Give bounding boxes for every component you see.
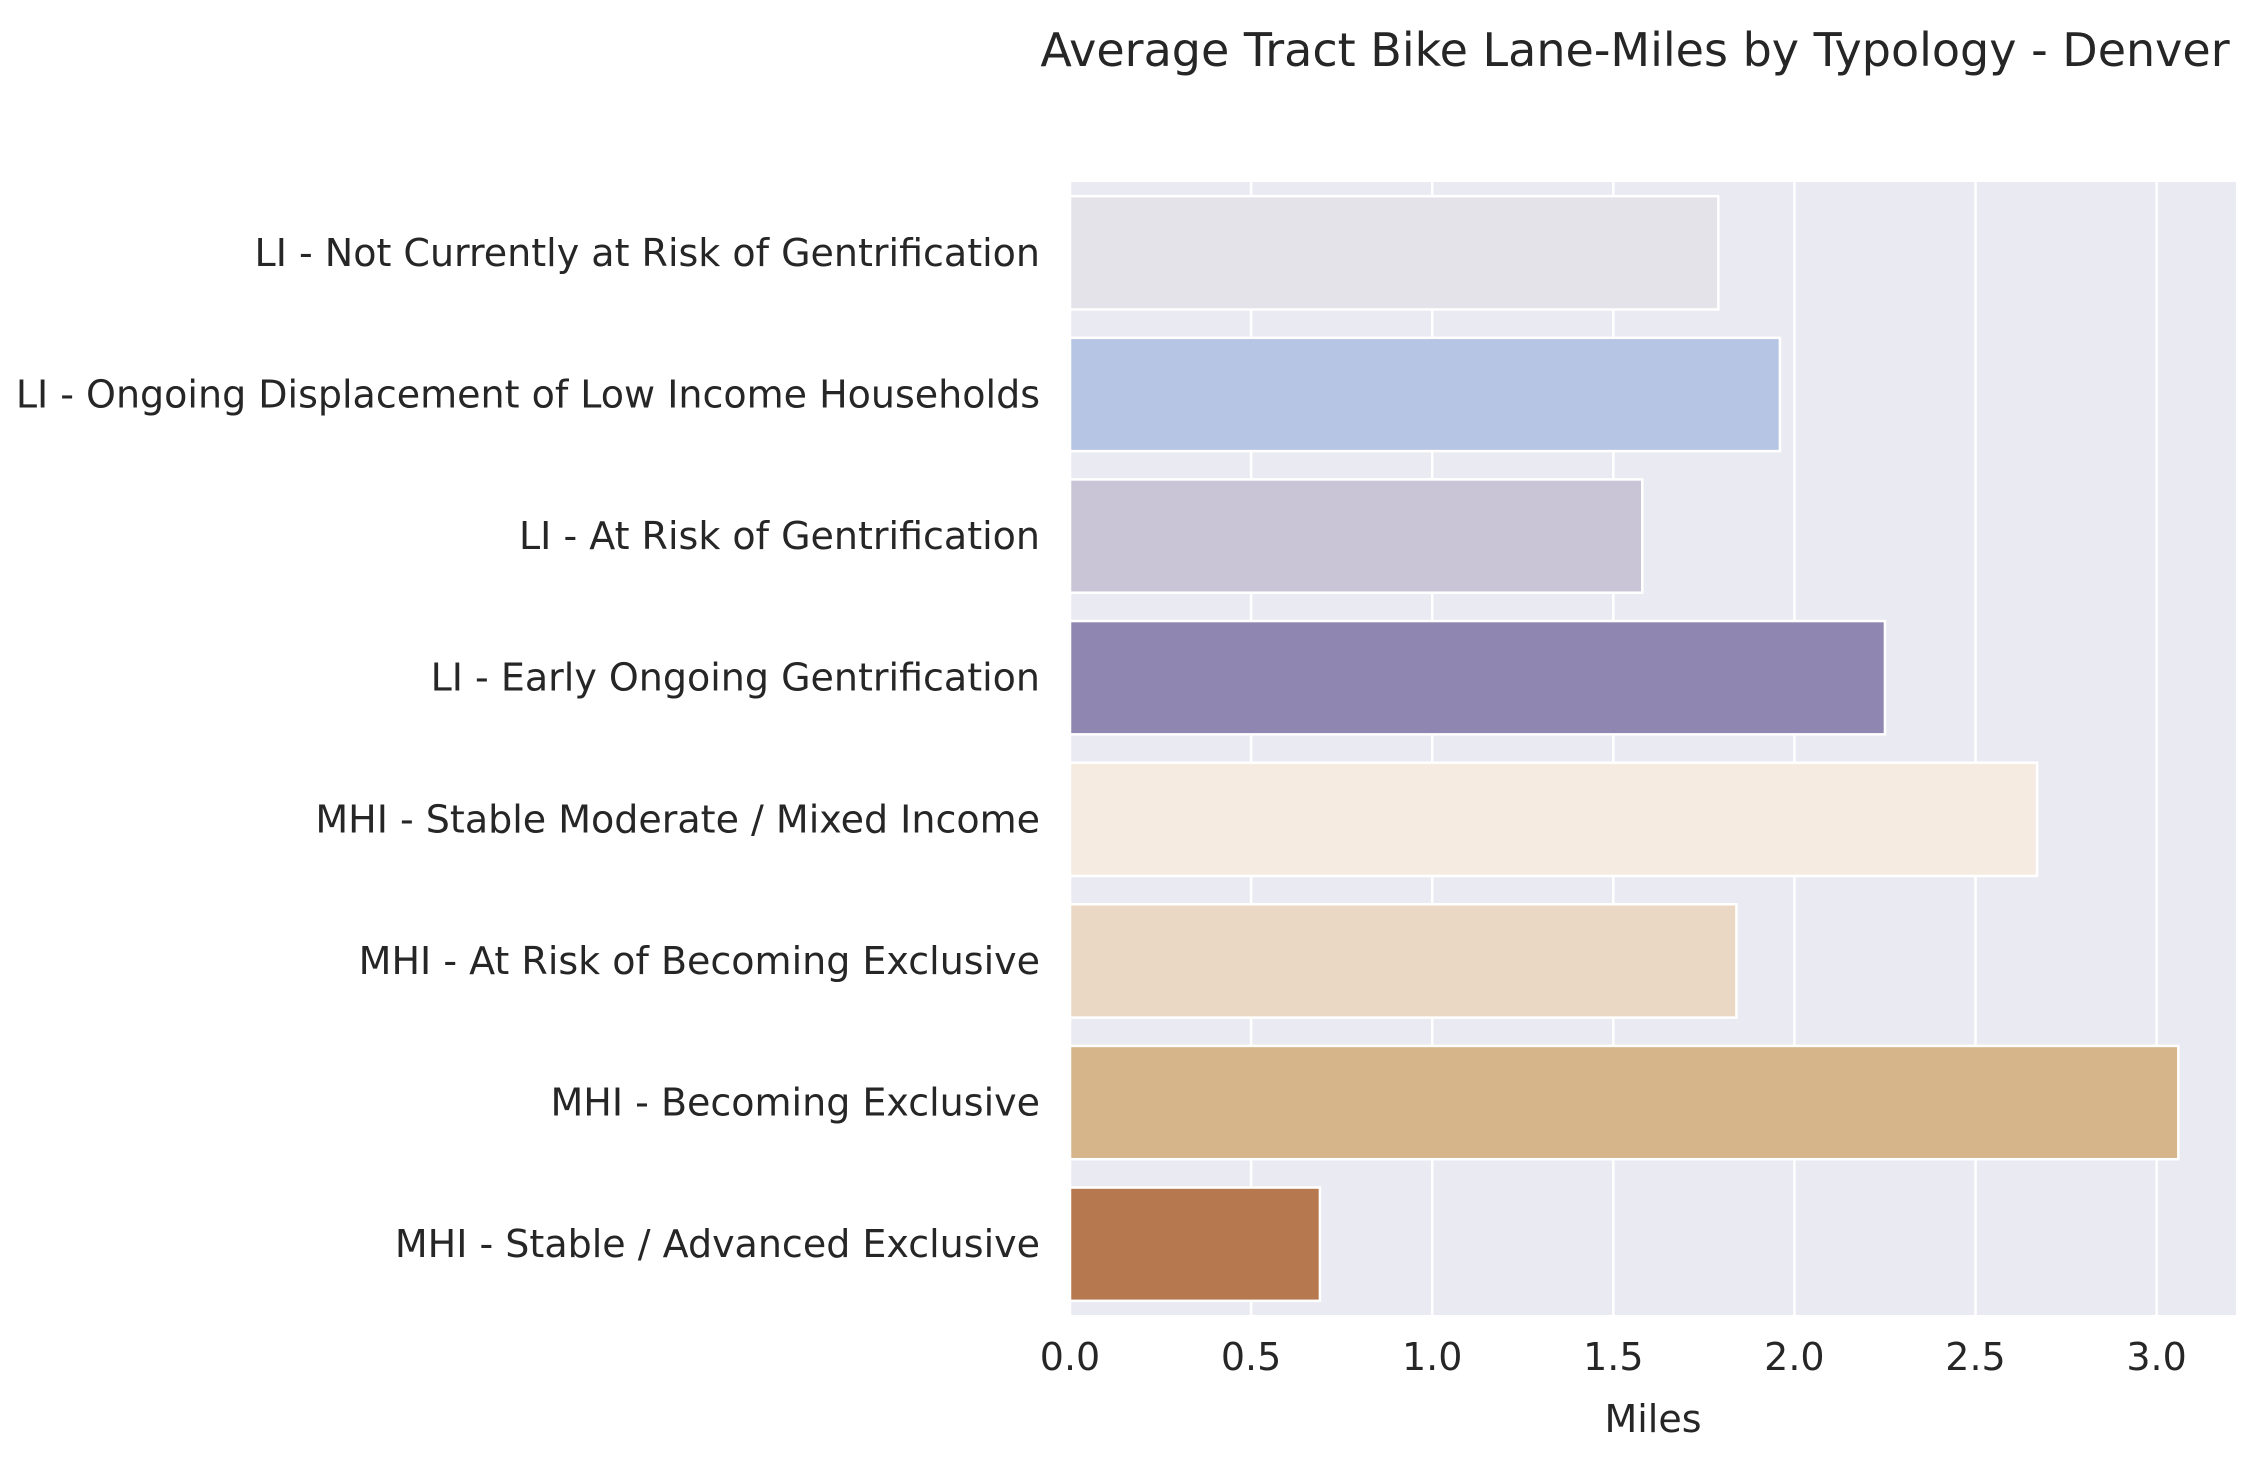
x-axis-label: Miles xyxy=(1604,1397,1701,1441)
bar xyxy=(1068,478,1644,594)
bar xyxy=(1068,619,1887,736)
x-tick-label: 2.0 xyxy=(1764,1335,1824,1379)
bar xyxy=(1068,903,1738,1019)
category-label: MHI - At Risk of Becoming Exclusive xyxy=(359,939,1040,983)
x-tick-labels: 0.0 0.5 1.0 1.5 2.0 2.5 3.0 xyxy=(1040,1335,2187,1379)
x-tick-label: 2.5 xyxy=(1945,1335,2005,1379)
category-label: LI - At Risk of Gentrification xyxy=(519,514,1040,558)
category-label: MHI - Becoming Exclusive xyxy=(551,1081,1040,1125)
category-label: MHI - Stable / Advanced Exclusive xyxy=(395,1222,1040,1266)
bars xyxy=(1068,194,2180,1303)
y-tick-labels: LI - Not Currently at Risk of Gentrifica… xyxy=(16,231,1040,1266)
bar xyxy=(1068,1186,1322,1303)
bar xyxy=(1068,194,1720,311)
chart-title: Average Tract Bike Lane-Miles by Typolog… xyxy=(1040,23,2229,77)
bar xyxy=(1068,1044,2180,1161)
bar xyxy=(1068,761,2039,878)
x-tick-label: 1.0 xyxy=(1402,1335,1462,1379)
x-tick-label: 0.5 xyxy=(1221,1335,1281,1379)
category-label: LI - Not Currently at Risk of Gentrifica… xyxy=(255,231,1040,275)
x-tick-label: 0.0 xyxy=(1040,1335,1100,1379)
x-tick-label: 1.5 xyxy=(1583,1335,1643,1379)
category-label: LI - Ongoing Displacement of Low Income … xyxy=(16,372,1040,416)
category-label: LI - Early Ongoing Gentrification xyxy=(431,656,1040,700)
category-label: MHI - Stable Moderate / Mixed Income xyxy=(315,797,1040,841)
x-tick-label: 3.0 xyxy=(2126,1335,2186,1379)
bar xyxy=(1068,336,1782,453)
